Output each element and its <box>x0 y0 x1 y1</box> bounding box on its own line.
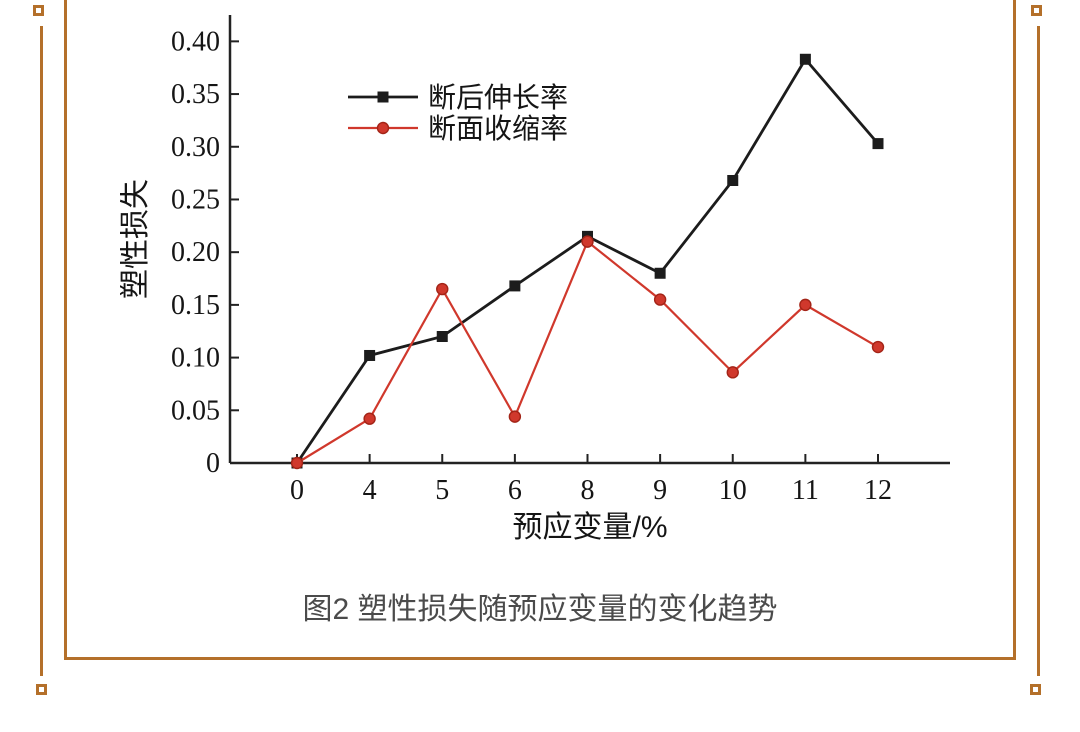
frame-right-inner-line <box>1013 0 1016 660</box>
series-reduction-of-area <box>290 235 885 470</box>
y-tick-label: 0.35 <box>171 79 220 110</box>
y-tick-label: 0.30 <box>171 132 220 163</box>
frame-right-outer-line <box>1037 26 1040 676</box>
frame-square-top-right <box>1031 5 1042 16</box>
x-tick-label: 4 <box>363 475 377 506</box>
figure-caption: 图2 塑性损失随预应变量的变化趋势 <box>302 593 778 626</box>
legend-label: 断面收缩率 <box>428 113 568 144</box>
frame-bottom-line <box>64 657 1016 660</box>
y-tick-label: 0.40 <box>171 26 220 57</box>
legend-label: 断后伸长率 <box>428 82 568 113</box>
square-marker <box>799 53 811 65</box>
circle-marker <box>871 340 885 354</box>
frame-square-bottom-right <box>1030 684 1041 695</box>
circle-marker <box>726 366 739 379</box>
circle-marker <box>363 412 376 425</box>
legend-square-marker <box>377 91 389 103</box>
square-marker <box>436 331 448 343</box>
frame-square-bottom-left <box>36 684 47 695</box>
square-marker <box>872 138 884 150</box>
y-tick-label: 0.10 <box>171 343 220 374</box>
circle-marker <box>653 293 667 306</box>
axes: 0 0.05 0.10 0.15 0.20 0.25 0.30 0.35 0.40 0 4 5 6 8 9 1… <box>120 15 950 544</box>
y-tick-label: 0.05 <box>171 395 220 426</box>
square-marker <box>364 349 376 361</box>
circle-marker <box>508 410 522 423</box>
y-tick-label: 0.20 <box>171 237 220 268</box>
circle-marker <box>581 235 594 248</box>
x-tick-label: 5 <box>435 475 449 506</box>
x-tick-label: 11 <box>792 475 819 506</box>
x-tick-label: 12 <box>864 475 892 506</box>
x-axis-label: 预应变量/% <box>512 511 667 544</box>
x-tick-label: 8 <box>581 475 595 506</box>
y-axis-label: 塑性损失 <box>120 179 152 299</box>
plasticity-loss-chart: 0 0.05 0.10 0.15 0.20 0.25 0.30 0.35 0.40 0 4 5 6 8 9 1… <box>120 15 950 544</box>
legend-circle-marker <box>376 121 390 135</box>
frame-left-inner-line <box>64 0 67 660</box>
series-elongation-after-fracture <box>291 53 884 469</box>
square-marker <box>654 267 666 279</box>
x-tick-label: 9 <box>653 475 667 506</box>
x-tick-label: 0 <box>290 475 304 506</box>
frame-left-outer-line <box>40 26 43 676</box>
y-tick-label: 0.15 <box>171 290 220 321</box>
x-tick-label: 6 <box>508 475 522 506</box>
y-tick-label: 0.25 <box>171 184 220 215</box>
chart-area: 0 0.05 0.10 0.15 0.20 0.25 0.30 0.35 0.40 0 4 5 6 8 9 1… <box>120 0 980 560</box>
square-marker <box>727 174 739 186</box>
circle-marker <box>290 456 304 470</box>
x-tick-label: 10 <box>719 475 747 506</box>
square-marker <box>509 280 521 292</box>
frame-square-top-left <box>33 5 44 16</box>
circle-marker <box>436 282 449 296</box>
y-tick-label: 0 <box>206 448 220 479</box>
circle-marker <box>799 298 812 312</box>
